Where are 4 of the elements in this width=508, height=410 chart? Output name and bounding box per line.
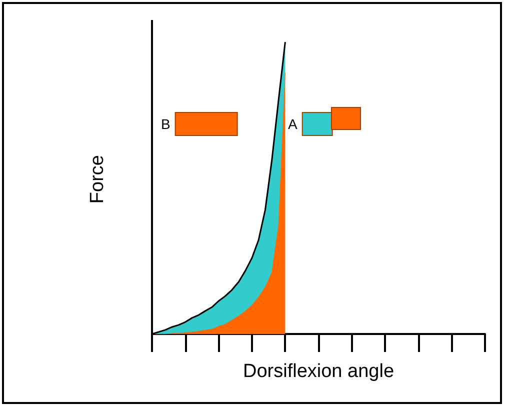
- y-axis-title: Force: [87, 154, 108, 204]
- legend-label: B: [160, 116, 170, 132]
- x-axis-title: Dorsiflexion angle: [242, 361, 394, 382]
- legend-label: A: [288, 116, 298, 132]
